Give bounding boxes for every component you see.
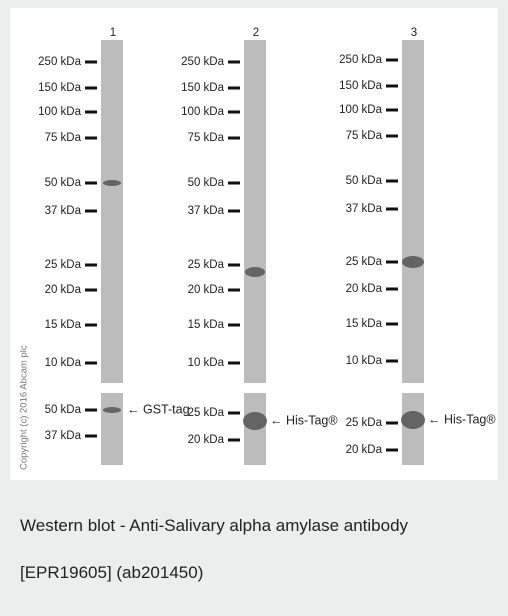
- marker-dash: [228, 210, 240, 213]
- blot-strip: [101, 40, 123, 383]
- lane-label: 3: [411, 27, 417, 39]
- copyright: Copyright (c) 2016 Abcam plc: [19, 345, 30, 470]
- marker-dash: [228, 137, 240, 140]
- marker-dash: [85, 289, 97, 292]
- band: [401, 411, 425, 429]
- caption-line: [EPR19605] (ab201450): [20, 563, 203, 583]
- marker-label: 50 kDa: [346, 175, 383, 187]
- tag-annotation: ← His-Tag®: [428, 412, 496, 426]
- marker-dash: [228, 87, 240, 90]
- marker-label: 150 kDa: [339, 80, 382, 92]
- marker-dash: [85, 111, 97, 114]
- tag-annotation: ← GST-tag: [127, 402, 190, 416]
- marker-label: 25 kDa: [188, 259, 225, 271]
- marker-dash: [228, 111, 240, 114]
- marker-label: 75 kDa: [188, 132, 225, 144]
- marker-label: 50 kDa: [45, 404, 82, 416]
- marker-label: 15 kDa: [346, 318, 383, 330]
- marker-dash: [85, 264, 97, 267]
- marker-dash: [85, 435, 97, 438]
- marker-label: 25 kDa: [346, 256, 383, 268]
- marker-label: 25 kDa: [346, 417, 383, 429]
- marker-label: 37 kDa: [45, 430, 82, 442]
- marker-label: 20 kDa: [346, 283, 383, 295]
- marker-dash: [386, 261, 398, 264]
- marker-label: 50 kDa: [188, 177, 225, 189]
- marker-dash: [85, 61, 97, 64]
- marker-label: 250 kDa: [38, 56, 81, 68]
- marker-label: 20 kDa: [346, 444, 383, 456]
- marker-dash: [228, 324, 240, 327]
- marker-label: 25 kDa: [188, 407, 225, 419]
- marker-label: 75 kDa: [346, 130, 383, 142]
- marker-label: 20 kDa: [188, 284, 225, 296]
- marker-label: 150 kDa: [181, 82, 224, 94]
- marker-dash: [85, 210, 97, 213]
- marker-label: 100 kDa: [38, 106, 81, 118]
- marker-dash: [386, 422, 398, 425]
- marker-dash: [386, 135, 398, 138]
- marker-label: 37 kDa: [45, 205, 82, 217]
- marker-dash: [386, 109, 398, 112]
- lane-label: 2: [253, 27, 259, 39]
- tag-annotation: ← His-Tag®: [270, 413, 338, 427]
- lane-label: 1: [110, 27, 116, 39]
- band: [243, 412, 267, 430]
- marker-label: 75 kDa: [45, 132, 82, 144]
- marker-dash: [228, 264, 240, 267]
- marker-label: 100 kDa: [181, 106, 224, 118]
- marker-label: 150 kDa: [38, 82, 81, 94]
- marker-dash: [228, 439, 240, 442]
- blot-strip: [402, 40, 424, 383]
- marker-label: 15 kDa: [45, 319, 82, 331]
- blot-strip: [101, 393, 123, 465]
- marker-label: 250 kDa: [339, 54, 382, 66]
- marker-dash: [85, 324, 97, 327]
- marker-label: 50 kDa: [45, 177, 82, 189]
- marker-dash: [228, 182, 240, 185]
- marker-dash: [386, 180, 398, 183]
- marker-label: 37 kDa: [188, 205, 225, 217]
- marker-label: 20 kDa: [188, 434, 225, 446]
- marker-dash: [386, 208, 398, 211]
- marker-dash: [386, 449, 398, 452]
- marker-dash: [85, 362, 97, 365]
- marker-dash: [228, 412, 240, 415]
- marker-dash: [386, 323, 398, 326]
- marker-dash: [228, 289, 240, 292]
- band: [103, 180, 121, 186]
- marker-label: 15 kDa: [188, 319, 225, 331]
- marker-label: 100 kDa: [339, 104, 382, 116]
- band: [402, 256, 424, 268]
- band: [245, 267, 265, 277]
- marker-dash: [85, 409, 97, 412]
- marker-label: 25 kDa: [45, 259, 82, 271]
- marker-label: 10 kDa: [45, 357, 82, 369]
- caption-line: Western blot - Anti-Salivary alpha amyla…: [20, 516, 408, 536]
- marker-dash: [85, 87, 97, 90]
- marker-dash: [386, 360, 398, 363]
- marker-dash: [386, 85, 398, 88]
- blot-strip: [244, 40, 266, 383]
- marker-label: 10 kDa: [346, 355, 383, 367]
- marker-dash: [386, 288, 398, 291]
- page: Copyright (c) 2016 Abcam plc 1250 kDa150…: [0, 0, 508, 616]
- marker-dash: [386, 59, 398, 62]
- marker-dash: [228, 61, 240, 64]
- marker-label: 20 kDa: [45, 284, 82, 296]
- marker-label: 37 kDa: [346, 203, 383, 215]
- marker-dash: [85, 137, 97, 140]
- marker-label: 250 kDa: [181, 56, 224, 68]
- marker-dash: [85, 182, 97, 185]
- band: [103, 407, 121, 413]
- marker-dash: [228, 362, 240, 365]
- marker-label: 10 kDa: [188, 357, 225, 369]
